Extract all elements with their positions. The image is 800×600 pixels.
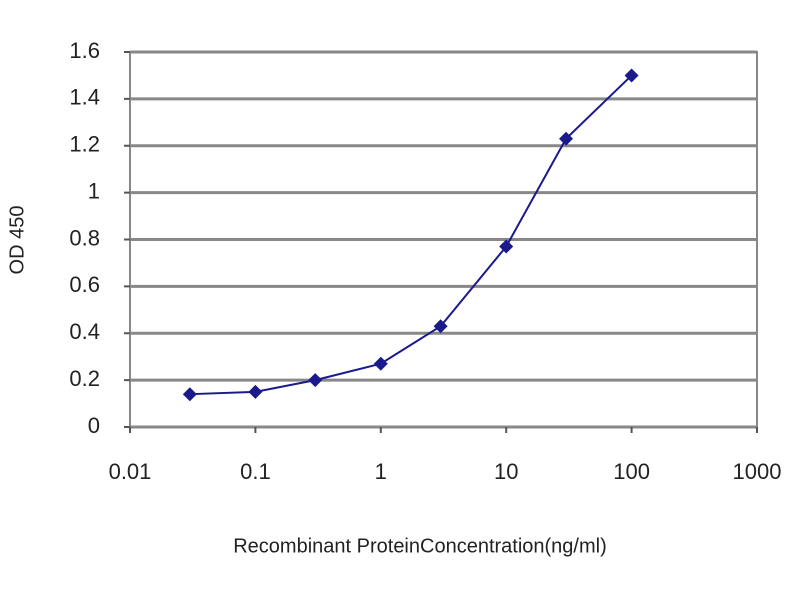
x-tick-label: 100 — [613, 459, 650, 484]
x-tick-label: 1 — [375, 459, 387, 484]
y-tick-label: 1.6 — [69, 38, 100, 63]
x-tick-label: 0.01 — [109, 459, 152, 484]
y-tick-label: 0.4 — [69, 319, 100, 344]
data-point — [248, 384, 263, 399]
x-axis-title: Recombinant ProteinConcentration(ng/ml) — [233, 535, 607, 557]
x-tick-label: 1000 — [733, 459, 782, 484]
x-tick-label: 0.1 — [240, 459, 271, 484]
y-tick-label: 0 — [88, 413, 100, 438]
series-line — [189, 74, 633, 396]
x-tick-label: 10 — [494, 459, 518, 484]
y-axis-title: OD 450 — [6, 206, 28, 275]
y-tick-label: 1 — [88, 178, 100, 203]
data-point — [499, 239, 514, 254]
y-tick-label: 0.2 — [69, 366, 100, 391]
data-point — [624, 68, 639, 83]
y-tick-label: 1.2 — [69, 132, 100, 157]
data-point — [308, 373, 323, 388]
data-point — [559, 131, 574, 146]
data-point — [373, 356, 388, 371]
y-tick-label: 1.4 — [69, 85, 100, 110]
y-tick-label: 0.8 — [69, 225, 100, 250]
y-tick-label: 0.6 — [69, 272, 100, 297]
data-point — [433, 319, 448, 334]
data-point — [182, 387, 197, 402]
